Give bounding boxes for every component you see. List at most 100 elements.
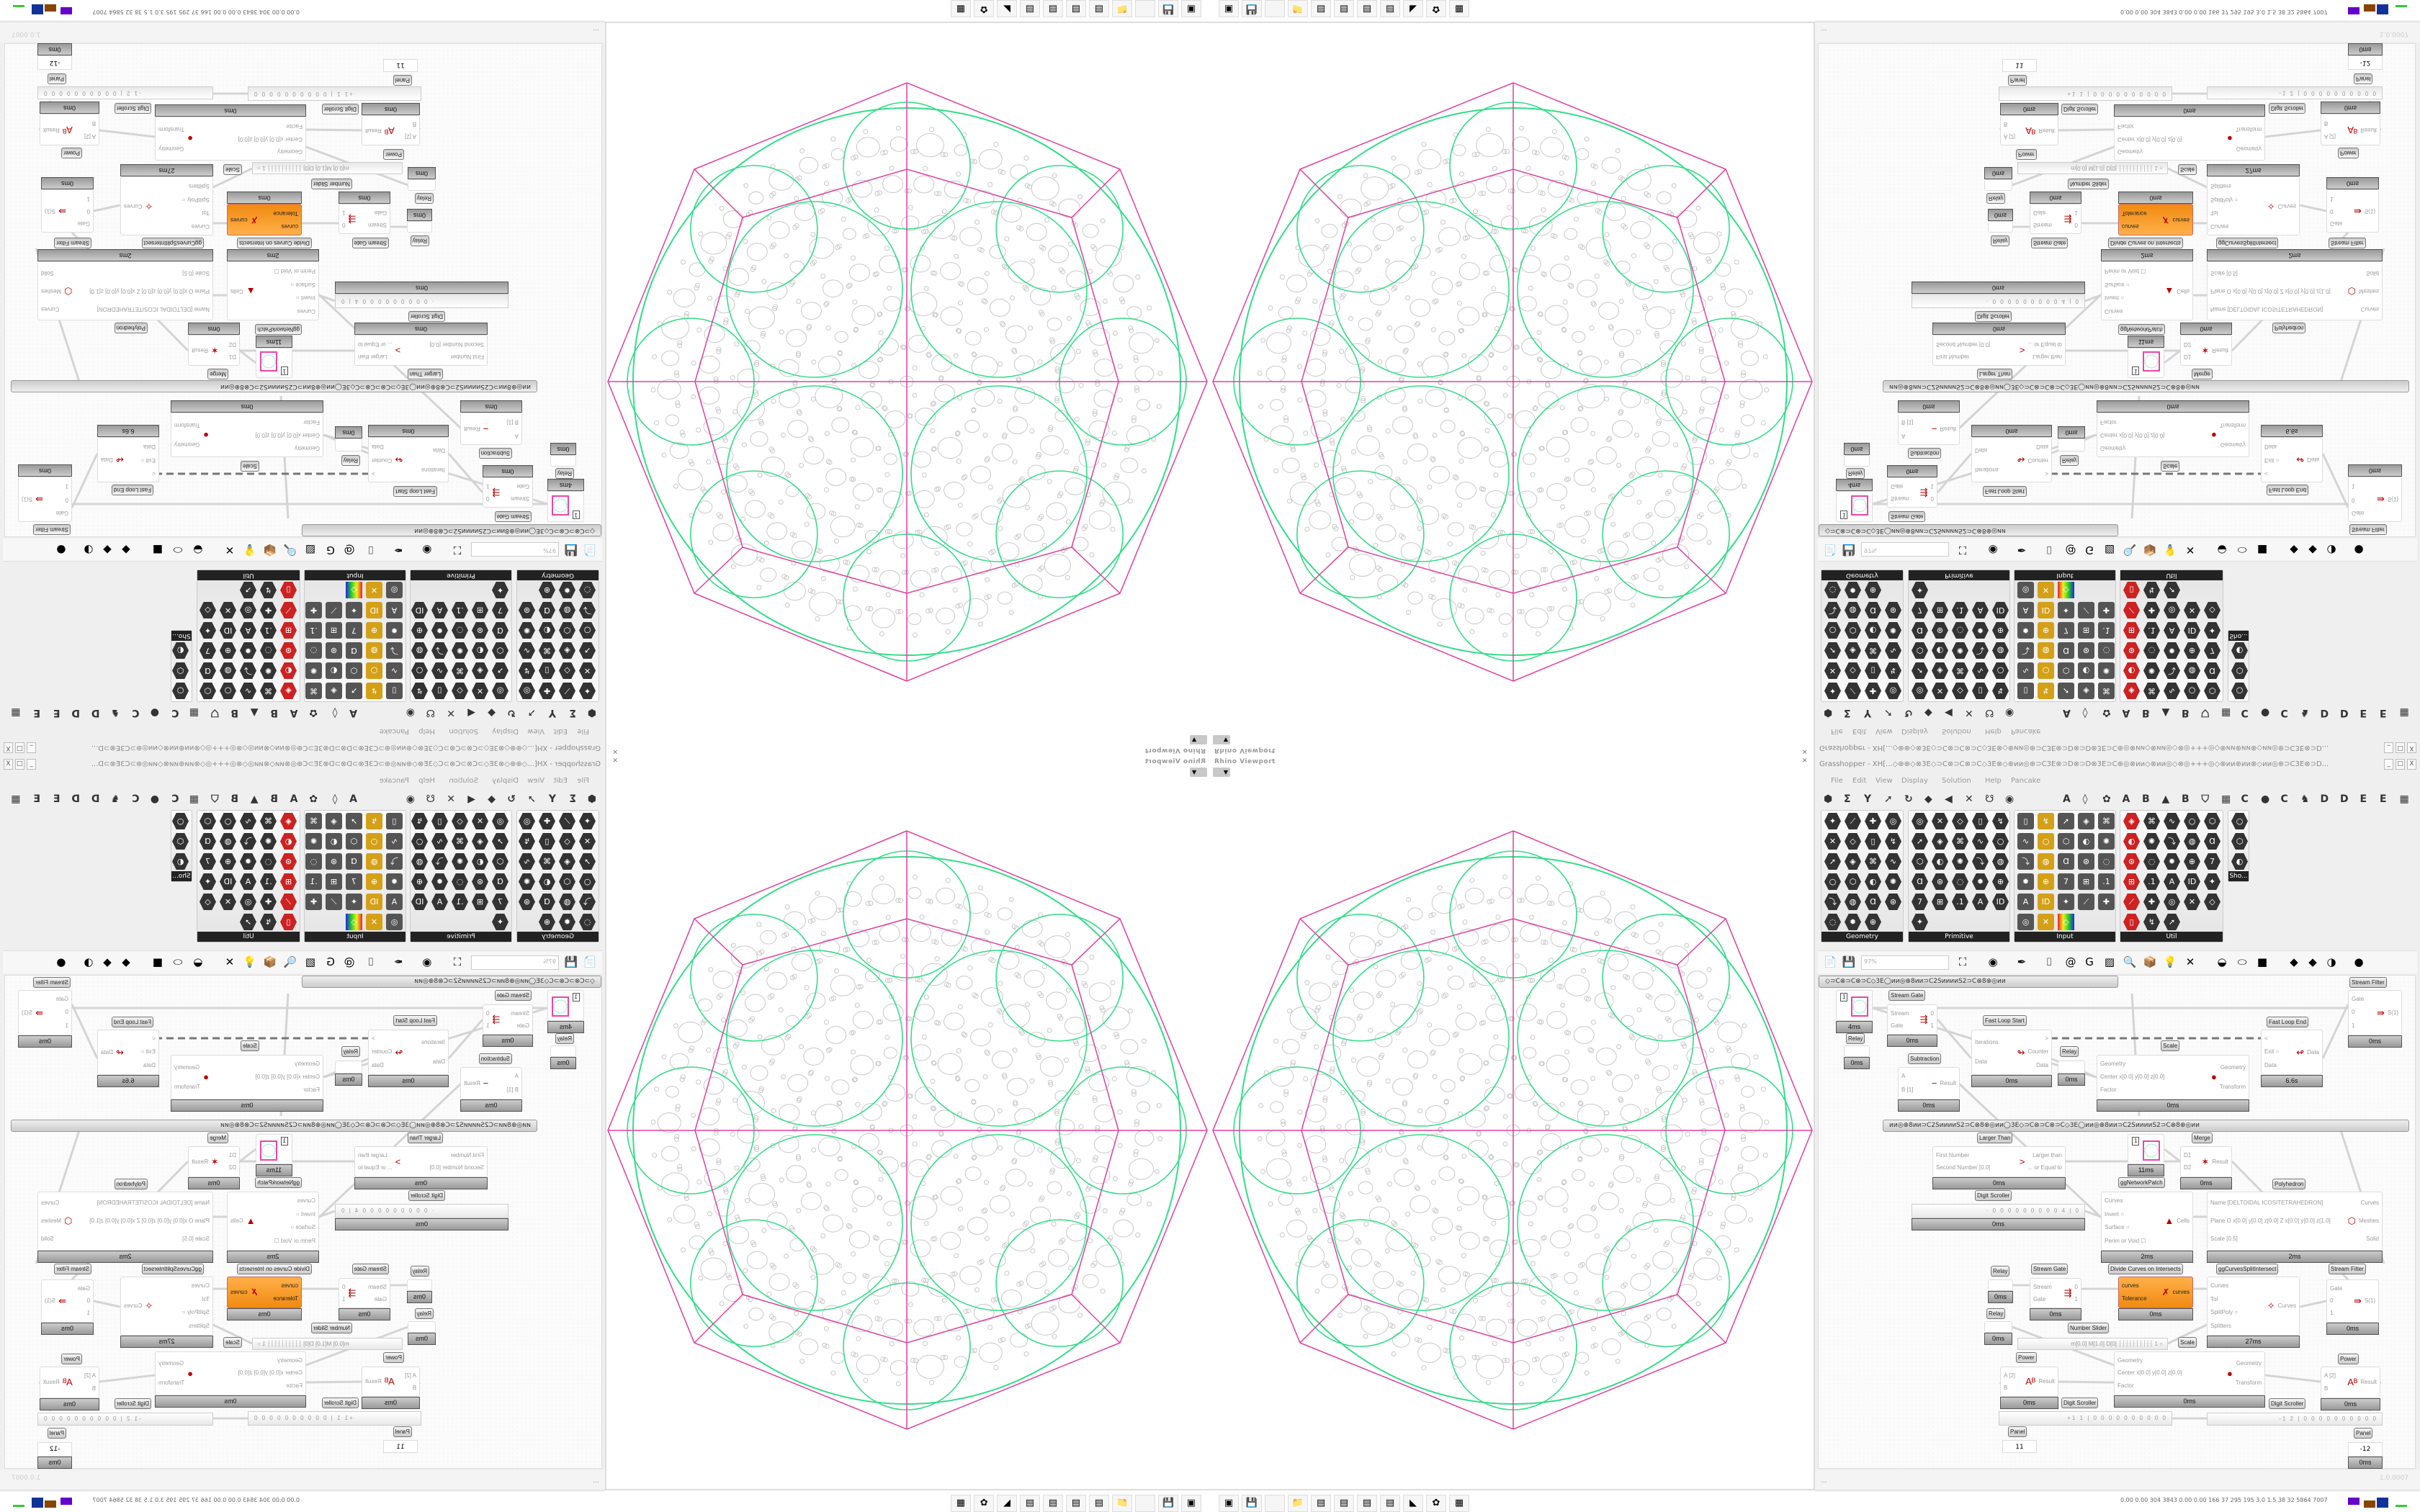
- component-icon[interactable]: ◍: [2184, 833, 2200, 850]
- input-1[interactable]: Center x[0.0] y[0.0] z[0.0]: [238, 135, 302, 143]
- fast-loop-end-label[interactable]: Fast Loop End: [2267, 485, 2309, 495]
- notepad-icon[interactable]: ▤: [1380, 1495, 1400, 1512]
- notepad-icon[interactable]: ▤: [1043, 0, 1063, 17]
- component-icon[interactable]: ⬡: [2231, 833, 2248, 850]
- green-icon[interactable]: ◆: [2308, 955, 2317, 968]
- input-0[interactable]: Curves: [297, 1197, 315, 1205]
- blank-icon[interactable]: [1135, 0, 1155, 17]
- input-1[interactable]: Gate: [516, 483, 529, 490]
- panel-label[interactable]: Input: [2015, 932, 2115, 942]
- output-1[interactable]: 1: [342, 210, 346, 217]
- minimize-button[interactable]: _: [2384, 759, 2393, 770]
- component-icon[interactable]: .1: [2098, 873, 2115, 890]
- output-0[interactable]: curves: [230, 217, 248, 223]
- digit-scroller[interactable]: · 0 0 0 0 0 0 0 0 0 4 | 0: [335, 294, 508, 308]
- tab-4[interactable]: ↻: [1904, 793, 1913, 805]
- search-icon[interactable]: 🔍: [2123, 955, 2137, 968]
- component-icon[interactable]: ⊕: [1992, 873, 2009, 890]
- component-icon[interactable]: ✺: [1885, 873, 1901, 890]
- digit-scroller[interactable]: +1 1 | 0 0 0 0 0 0 0 0 0 0: [248, 86, 421, 101]
- output-0[interactable]: Geometry: [2236, 1360, 2262, 1367]
- input-2[interactable]: Factor: [2118, 1382, 2134, 1390]
- notepad-icon[interactable]: ▤: [1020, 1495, 1040, 1512]
- zoom-extents-icon[interactable]: ⛶: [1958, 955, 1967, 968]
- input-1[interactable]: Exit ○: [2264, 456, 2280, 464]
- input-1[interactable]: Gate: [2033, 1295, 2046, 1302]
- output-1[interactable]: 1: [486, 483, 490, 490]
- relay-label[interactable]: Relay: [1991, 1266, 2010, 1277]
- picture-icon[interactable]: ▨: [2104, 955, 2115, 968]
- param-component[interactable]: 1: [2128, 1134, 2164, 1164]
- component-icon[interactable]: ✺: [1952, 853, 1968, 870]
- notepad-icon[interactable]: ▤: [1311, 0, 1331, 17]
- output-2[interactable]: Data: [2036, 1061, 2048, 1068]
- output-0[interactable]: S(1): [2387, 1009, 2398, 1016]
- input-2[interactable]: Surface ○: [2105, 1224, 2130, 1231]
- notepad-icon[interactable]: ▤: [1380, 0, 1400, 17]
- stream-gate-component[interactable]: Stream Gate ⇶ 0 1: [2030, 204, 2081, 234]
- input-1[interactable]: Gate: [516, 1022, 529, 1029]
- output-0[interactable]: curves: [2172, 217, 2190, 223]
- relay-label[interactable]: Relay: [414, 1308, 434, 1319]
- input-1[interactable]: Tolerance: [273, 1295, 298, 1302]
- digit-scroller[interactable]: · 0 0 0 0 0 0 0 0 0 4 | 0: [1912, 294, 2085, 308]
- output-0[interactable]: Curves: [124, 1302, 143, 1309]
- component-icon[interactable]: ○: [2184, 813, 2200, 829]
- component-icon[interactable]: ◇: [2204, 894, 2220, 910]
- output-0[interactable]: 0: [342, 222, 346, 229]
- output-1[interactable]: Counter: [372, 456, 393, 464]
- output-1[interactable]: 1: [342, 1295, 346, 1302]
- input-0[interactable]: Gate: [2330, 1284, 2343, 1292]
- input-0[interactable]: Curves: [2210, 222, 2229, 230]
- output-1[interactable]: 1: [1930, 483, 1934, 490]
- relay-label[interactable]: Relay: [410, 235, 429, 246]
- component-icon[interactable]: Ɑ: [1912, 873, 1928, 890]
- output-0[interactable]: S(1): [45, 1297, 56, 1304]
- power-component[interactable]: A [2] B Aᴮ Result: [362, 1367, 420, 1397]
- polyhedron-component[interactable]: Name [DELTOIDAL ICOSITETRAHEDRON] Plane O…: [2207, 261, 2383, 320]
- subtraction-label[interactable]: Subtraction: [1908, 1053, 1942, 1064]
- component-icon[interactable]: ✕: [1824, 833, 1841, 850]
- notepad-icon[interactable]: ▤: [1020, 0, 1040, 17]
- input-1[interactable]: B: [2004, 121, 2008, 128]
- input-1[interactable]: Center x[0.0] y[0.0] z[0.0]: [2118, 135, 2182, 143]
- output-0[interactable]: Curves: [124, 203, 143, 210]
- rhino-icon[interactable]: ◣: [1403, 1495, 1423, 1512]
- input-1[interactable]: Second Number [0.0]: [429, 341, 484, 348]
- relay-component[interactable]: [2058, 438, 2085, 451]
- component-icon[interactable]: ⊛: [1885, 894, 1901, 910]
- close-icon[interactable]: ✕: [1802, 757, 1808, 765]
- rhino-icon[interactable]: ◣: [1403, 0, 1423, 17]
- polyhedron-label[interactable]: Polyhedron: [114, 323, 148, 333]
- input-1[interactable]: B: [2324, 120, 2329, 127]
- component-icon[interactable]: ▯: [2123, 914, 2140, 930]
- power-component[interactable]: A [2] B Aᴮ Result: [2321, 114, 2380, 145]
- output-2[interactable]: Data: [372, 1061, 384, 1068]
- input-3[interactable]: Splitters: [2210, 1322, 2231, 1329]
- group-bar[interactable]: ᴎᴎ◎⊕8ᴎᴎ⊃C2SᴎᴎᴎᴎS2⊃C⊗8⊕◎ᴎᴎ◯3E◇⊃C⊗⊃C⊗⊃C◇3E…: [1883, 380, 2409, 392]
- output-1[interactable]: Counter: [2027, 1048, 2048, 1056]
- zoom-input[interactable]: 97%: [1861, 955, 1949, 970]
- folder-icon[interactable]: 📁: [1112, 0, 1132, 17]
- power-label[interactable]: Power: [61, 1354, 82, 1364]
- rhino-viewport[interactable]: Rhino Viewport ▼ ✕ ▣ 💾 📁 ▤ ▤ ▤ ▤ ◣ ✿ ▦: [605, 0, 1210, 756]
- component-icon[interactable]: ⊛: [2123, 853, 2140, 870]
- stream-gate-label[interactable]: Stream Gate: [2031, 238, 2069, 248]
- output-1[interactable]: 1: [486, 1022, 490, 1029]
- input-3[interactable]: Perim or Void ☐: [2105, 268, 2146, 275]
- calculator-icon[interactable]: ▦: [1449, 0, 1469, 17]
- component-icon[interactable]: ◐: [2078, 833, 2094, 850]
- component-icon[interactable]: ⊛: [1932, 873, 1948, 890]
- fast-loop-start-label[interactable]: Fast Loop Start: [1983, 1015, 2027, 1026]
- tab-23[interactable]: D: [2320, 793, 2329, 805]
- param-component[interactable]: 1: [256, 1134, 292, 1164]
- input-2[interactable]: 1: [86, 1310, 90, 1317]
- panel[interactable]: 11: [383, 1440, 418, 1453]
- component-icon[interactable]: ⟋: [2078, 894, 2094, 910]
- input-1[interactable]: Gate: [1891, 483, 1904, 490]
- input-0[interactable]: Name [DELTOIDAL ICOSITETRAHEDRON]: [2210, 305, 2323, 312]
- output-1[interactable]: ... or Equal to: [358, 341, 393, 348]
- component-icon[interactable]: ↯: [1885, 833, 1901, 850]
- divide-curves-on-intersects-label[interactable]: Divide Curves on Intersects: [237, 1264, 312, 1274]
- tab-16[interactable]: B: [2182, 793, 2190, 805]
